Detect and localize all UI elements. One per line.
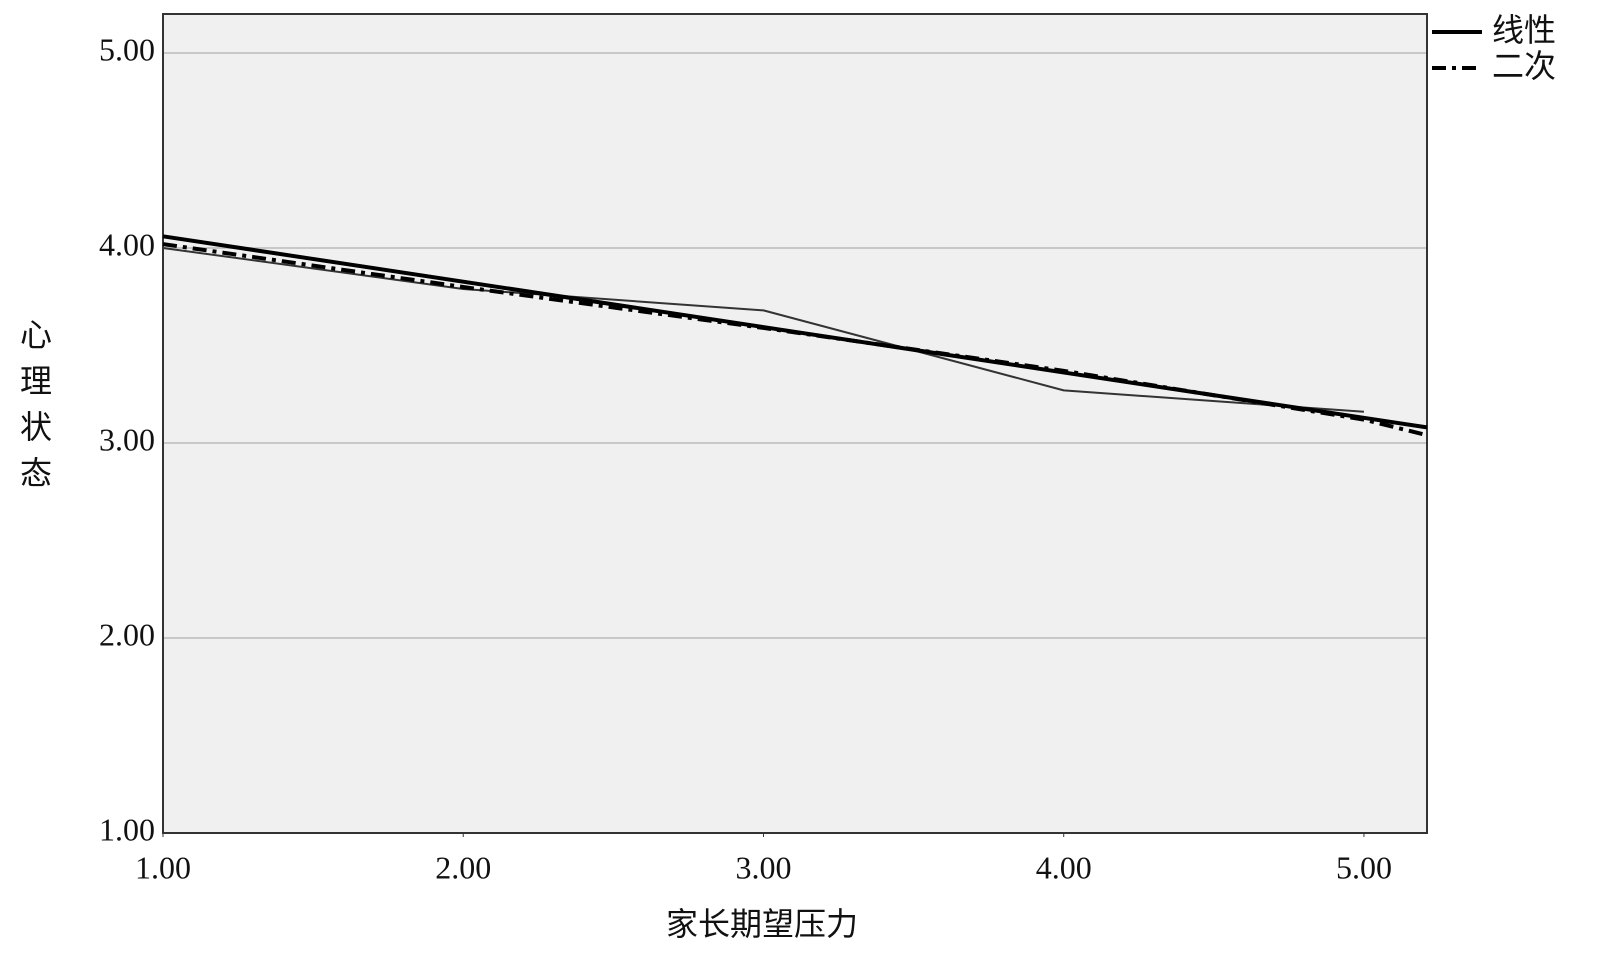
y-tick-label: 3.00 [99, 421, 155, 457]
y-tick-label: 5.00 [99, 31, 155, 67]
x-tick-label: 4.00 [1036, 849, 1092, 885]
series-line [162, 247, 1365, 413]
x-tick-label: 5.00 [1336, 849, 1392, 885]
x-axis-label: 家长期望压力 [666, 905, 858, 943]
x-tick-label: 2.00 [435, 849, 491, 885]
y-tick-label: 1.00 [99, 811, 155, 847]
plot-area [163, 14, 1427, 833]
y-axis-label: 心理状态 [15, 318, 53, 502]
x-tick-label: 3.00 [735, 849, 791, 885]
y-tick-label: 2.00 [99, 616, 155, 652]
series-line [162, 242, 1428, 438]
x-tick-label: 1.00 [135, 849, 191, 885]
legend-label: 线性 [1492, 11, 1556, 49]
y-tick-label: 4.00 [99, 226, 155, 262]
plot-border [162, 13, 1428, 834]
legend-label: 二次 [1492, 47, 1556, 85]
